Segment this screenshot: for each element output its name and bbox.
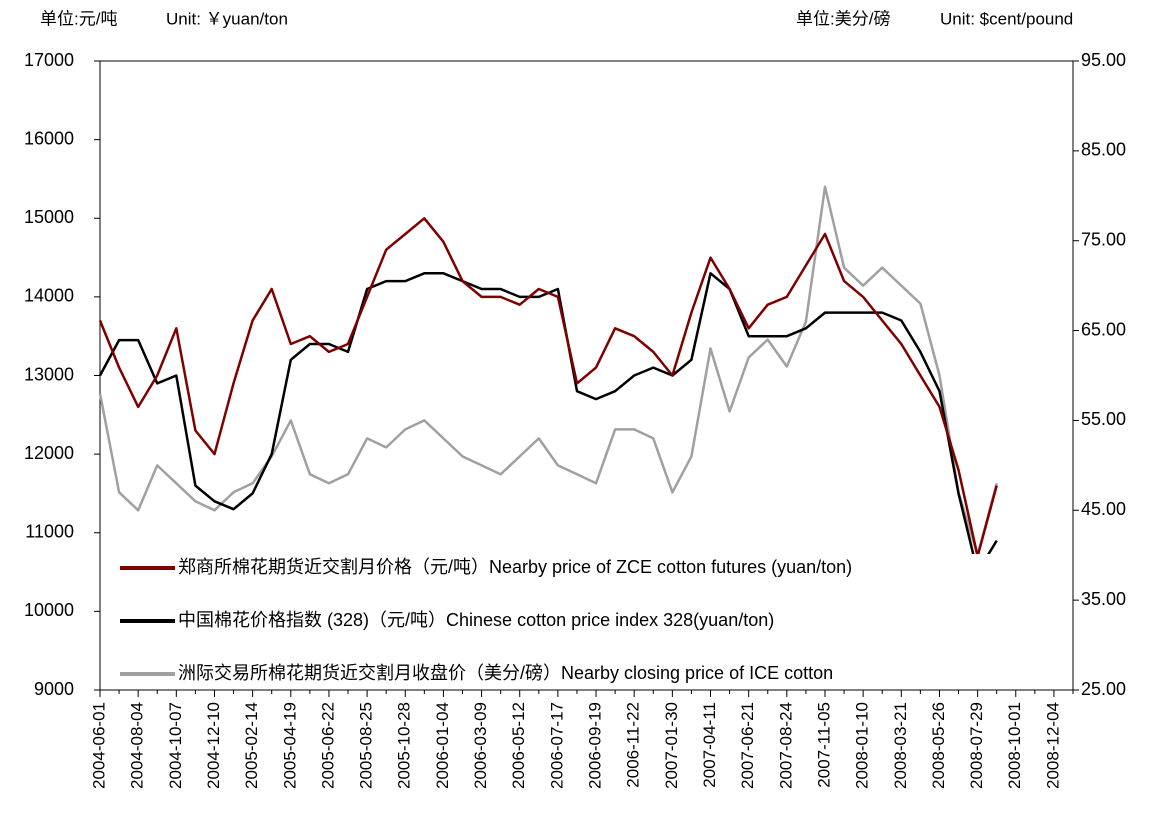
left-unit-cn: 单位:元/吨 — [40, 9, 117, 28]
legend-label: 中国棉花价格指数 (328)（元/吨）Chinese cotton price … — [178, 610, 774, 630]
x-tick-label: 2006-11-22 — [624, 702, 643, 788]
series-line — [98, 272, 998, 574]
right-unit-en: Unit: $cent/pound — [940, 9, 1073, 28]
y2-tick-label: 55.00 — [1081, 409, 1126, 429]
x-tick-label: 2004-06-01 — [89, 702, 108, 789]
x-tick-label: 2005-04-19 — [280, 702, 299, 789]
legend-bg — [116, 607, 1026, 635]
x-tick-label: 2007-11-05 — [814, 702, 833, 788]
legend-label: 洲际交易所棉花期货近交割月收盘价（美分/磅）Nearby closing pri… — [178, 663, 833, 683]
legend-bg — [116, 554, 1026, 582]
y-tick-label: 9000 — [34, 679, 74, 699]
y-tick-label: 13000 — [24, 364, 74, 384]
right-unit-cn: 单位:美分/磅 — [796, 9, 890, 28]
y2-tick-label: 85.00 — [1081, 140, 1126, 160]
x-tick-label: 2006-09-19 — [586, 702, 605, 789]
y2-tick-label: 95.00 — [1081, 50, 1126, 70]
x-tick-label: 2005-08-25 — [357, 702, 376, 789]
x-tick-label: 2005-10-28 — [395, 702, 414, 789]
legend-bg — [116, 660, 1026, 688]
y-tick-label: 17000 — [24, 50, 74, 70]
x-tick-label: 2006-03-09 — [471, 702, 490, 789]
x-tick-label: 2007-08-24 — [776, 702, 795, 789]
x-tick-label: 2008-07-29 — [967, 702, 986, 789]
x-tick-label: 2008-10-01 — [1005, 702, 1024, 789]
series-line — [98, 217, 998, 558]
x-tick-label: 2004-08-04 — [128, 702, 147, 789]
series-line — [98, 185, 998, 557]
x-tick-label: 2006-01-04 — [433, 702, 452, 789]
x-tick-label: 2008-05-26 — [929, 702, 948, 789]
y-tick-label: 11000 — [25, 522, 74, 542]
y-tick-label: 14000 — [24, 286, 74, 306]
x-tick-label: 2007-06-21 — [738, 702, 757, 789]
y2-tick-label: 25.00 — [1081, 679, 1126, 699]
y-tick-label: 10000 — [24, 600, 74, 620]
x-tick-label: 2005-06-22 — [318, 702, 337, 789]
y-tick-label: 16000 — [24, 128, 74, 148]
y2-tick-label: 65.00 — [1081, 319, 1126, 339]
y-tick-label: 15000 — [24, 207, 74, 227]
y2-tick-label: 45.00 — [1081, 499, 1126, 519]
x-tick-label: 2008-03-21 — [891, 702, 910, 789]
x-tick-label: 2005-02-14 — [242, 702, 261, 789]
x-tick-label: 2008-12-04 — [1043, 702, 1062, 789]
legend-label: 郑商所棉花期货近交割月价格（元/吨）Nearby price of ZCE co… — [178, 557, 852, 577]
y2-tick-label: 35.00 — [1081, 589, 1126, 609]
x-tick-label: 2006-07-17 — [547, 702, 566, 789]
x-tick-label: 2004-12-10 — [204, 702, 223, 789]
x-tick-label: 2007-01-30 — [662, 702, 681, 789]
x-tick-label: 2004-10-07 — [166, 702, 185, 789]
x-tick-label: 2006-05-12 — [509, 702, 528, 789]
x-tick-label: 2007-04-11 — [700, 702, 719, 788]
y2-tick-label: 75.00 — [1081, 229, 1126, 249]
x-tick-label: 2008-01-10 — [853, 702, 872, 789]
left-unit-en: Unit: ￥yuan/ton — [166, 9, 288, 28]
y-tick-label: 12000 — [24, 443, 74, 463]
